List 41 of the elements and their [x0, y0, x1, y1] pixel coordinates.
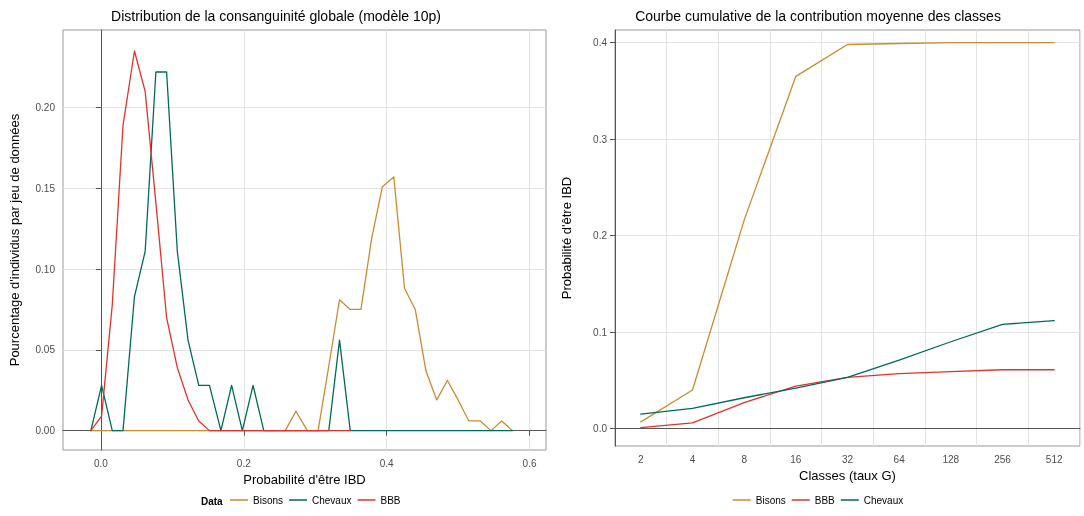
legend-label: Chevaux — [312, 494, 352, 506]
y-tick-label: 0.10 — [35, 263, 56, 275]
y-axis-title: Pourcentage d'individus par jeu de données — [7, 113, 22, 367]
chart-title: Courbe cumulative de la contribution moyenne des classes — [635, 8, 1001, 24]
x-axis-title: Classes (taux G) — [799, 467, 896, 483]
legend-title: Data — [201, 495, 224, 507]
x-tick-label: 2 — [638, 453, 645, 465]
x-tick-label: 64 — [893, 453, 906, 465]
y-tick-label: 0.0 — [593, 423, 608, 435]
x-tick-label: 512 — [1045, 453, 1063, 465]
legend-label: Chevaux — [863, 494, 904, 506]
y-axis-title: Probabilité d'être IBD — [559, 176, 574, 300]
x-tick-label: 0.4 — [379, 457, 395, 469]
x-tick-label: 0.0 — [93, 457, 109, 469]
y-tick-label: 0.20 — [35, 102, 56, 114]
line-series — [640, 41, 1055, 423]
y-tick-label: 0.3 — [593, 133, 608, 145]
y-tick-label: 0.00 — [35, 425, 56, 437]
line-series — [640, 319, 1055, 415]
x-tick-label: 0.2 — [236, 457, 252, 469]
y-tick-label: 0.05 — [35, 344, 56, 356]
x-tick-label: 128 — [942, 453, 960, 465]
line-series — [90, 50, 351, 432]
legend-label: BBB — [814, 494, 836, 506]
x-tick-label: 16 — [790, 453, 802, 465]
legend-label: BBB — [380, 494, 401, 506]
y-tick-label: 0.1 — [593, 326, 608, 338]
x-tick-label: 32 — [841, 453, 854, 465]
chart-title: Distribution de la consanguinité globale (modèle 10p) — [111, 8, 441, 24]
x-tick-label: 4 — [689, 453, 696, 465]
line-series — [640, 369, 1055, 429]
y-tick-label: 0.2 — [593, 230, 608, 242]
line-series — [90, 71, 514, 432]
x-tick-label: 8 — [741, 453, 748, 465]
y-tick-label: 0.4 — [593, 37, 608, 49]
x-tick-label: 256 — [994, 453, 1012, 465]
x-axis-title: Probabilité d'être IBD — [243, 471, 366, 487]
y-tick-label: 0.15 — [35, 182, 56, 194]
legend-label: Bisons — [755, 494, 786, 506]
x-tick-label: 0.6 — [522, 457, 537, 469]
legend-label: Bisons — [253, 494, 284, 506]
